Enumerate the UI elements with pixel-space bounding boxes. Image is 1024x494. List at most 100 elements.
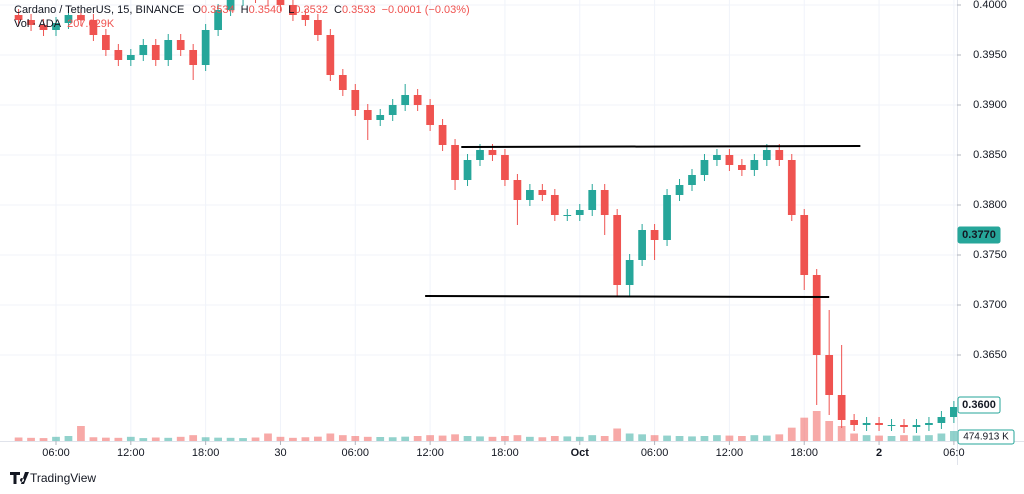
- candle-body: [750, 160, 759, 170]
- volume-bar: [251, 437, 260, 441]
- candle-body: [625, 260, 634, 285]
- volume-tag-label: 474.913 K: [963, 432, 1009, 443]
- candle-body: [214, 10, 222, 30]
- volume-bar: [451, 434, 459, 441]
- candle-body: [438, 125, 447, 145]
- volume-bar: [64, 436, 73, 441]
- legend-key: C: [334, 4, 342, 16]
- volume-bar: [825, 421, 834, 441]
- candle-body: [937, 417, 946, 423]
- candle-body: [675, 185, 684, 195]
- volume-bar: [862, 435, 871, 441]
- volume-bar: [800, 417, 809, 441]
- volume-bar: [850, 433, 858, 441]
- candle-body: [488, 150, 497, 155]
- candle-body: [787, 160, 796, 215]
- candle-body: [526, 190, 534, 200]
- volume-bar: [538, 437, 547, 441]
- volume-bar: [14, 437, 23, 441]
- volume-bar: [812, 411, 821, 441]
- volume-bar: [937, 433, 946, 441]
- volume-bar: [887, 436, 896, 441]
- candle-body: [388, 105, 397, 115]
- volume-bar: [363, 436, 372, 441]
- volume-bar: [488, 436, 497, 441]
- logo: [10, 472, 29, 484]
- volume-bar: [77, 426, 85, 441]
- candle-body: [887, 425, 896, 426]
- legend-value: 0.3540: [249, 4, 283, 16]
- candles: [14, 0, 957, 433]
- volume-pane: [14, 411, 957, 441]
- trend-line: [461, 145, 861, 148]
- volume-bar: [114, 437, 123, 441]
- x-tick-label: 06:00: [42, 447, 70, 459]
- volume-bar: [289, 437, 297, 441]
- volume-bar: [326, 433, 335, 441]
- candle-body: [451, 145, 459, 180]
- volume-bar: [276, 436, 285, 441]
- candle-body: [925, 423, 933, 425]
- volume-bar: [151, 437, 160, 441]
- candle-body: [301, 15, 310, 20]
- brand: TradingView: [30, 471, 96, 485]
- candle-body: [613, 215, 622, 285]
- candle-body: [825, 355, 834, 395]
- candle-body: [575, 210, 584, 215]
- x-tick-label: 2: [876, 447, 882, 459]
- volume-bar: [837, 426, 846, 441]
- candle-body: [139, 45, 148, 55]
- candle-body: [201, 30, 210, 65]
- candle-body: [650, 230, 659, 240]
- x-tick-label: 30: [274, 447, 286, 459]
- axes: 0.4000 0.3950 0.3900 0.3850 0.3800 0.3750 0.37…: [42, 0, 1015, 459]
- y-tick-label: 0.3700: [973, 299, 1007, 311]
- volume-bar: [762, 435, 771, 441]
- candle-body: [638, 230, 646, 260]
- x-tick-label: 18:00: [192, 447, 220, 459]
- volume-bar: [476, 436, 484, 441]
- candle-body: [900, 425, 908, 427]
- candle-body: [363, 110, 372, 120]
- volume-bar: [526, 436, 534, 441]
- volume-bar: [675, 436, 684, 441]
- x-tick-label: 06:0: [943, 447, 964, 459]
- y-tick-label: 0.3650: [973, 349, 1007, 361]
- volume-bar: [613, 428, 622, 441]
- volume-bar: [700, 436, 709, 441]
- candle-body: [725, 155, 734, 165]
- x-tick-label: 12:00: [117, 447, 145, 459]
- candle-body: [837, 395, 846, 420]
- candle-body: [476, 150, 484, 160]
- volume-bar: [376, 437, 385, 441]
- candle-body: [351, 90, 360, 110]
- candle-body: [800, 215, 809, 275]
- drawings: [425, 145, 861, 298]
- candle-body: [52, 23, 60, 30]
- candle-body: [338, 75, 347, 90]
- volume-bar: [738, 436, 746, 441]
- candle-body: [89, 20, 98, 35]
- candle-body: [151, 45, 160, 60]
- volume-bar: [401, 436, 410, 441]
- x-tick-label: 06:00: [342, 447, 370, 459]
- legend-symbol: Cardano / TetherUS, 15, BINANCE: [14, 4, 184, 16]
- candle-body: [102, 35, 110, 50]
- volume-bar: [102, 437, 110, 441]
- volume-bar: [463, 436, 472, 441]
- volume-bar: [189, 435, 198, 441]
- legend: Cardano / TetherUS, 15, BINANCE O0.3534 H0…: [14, 4, 470, 30]
- legend-key: L: [288, 4, 294, 16]
- price-tag-label: 0.3770: [962, 229, 996, 241]
- legend-key: O: [192, 4, 201, 16]
- x-tick-label: Oct: [571, 447, 590, 459]
- candle-body: [563, 215, 572, 216]
- volume-bar: [164, 437, 173, 441]
- candle-body: [775, 150, 784, 160]
- candle-body: [538, 190, 547, 195]
- volume-bar: [638, 434, 646, 441]
- candle-body: [950, 407, 957, 417]
- candle-body: [126, 55, 135, 60]
- volume-bar: [775, 434, 784, 441]
